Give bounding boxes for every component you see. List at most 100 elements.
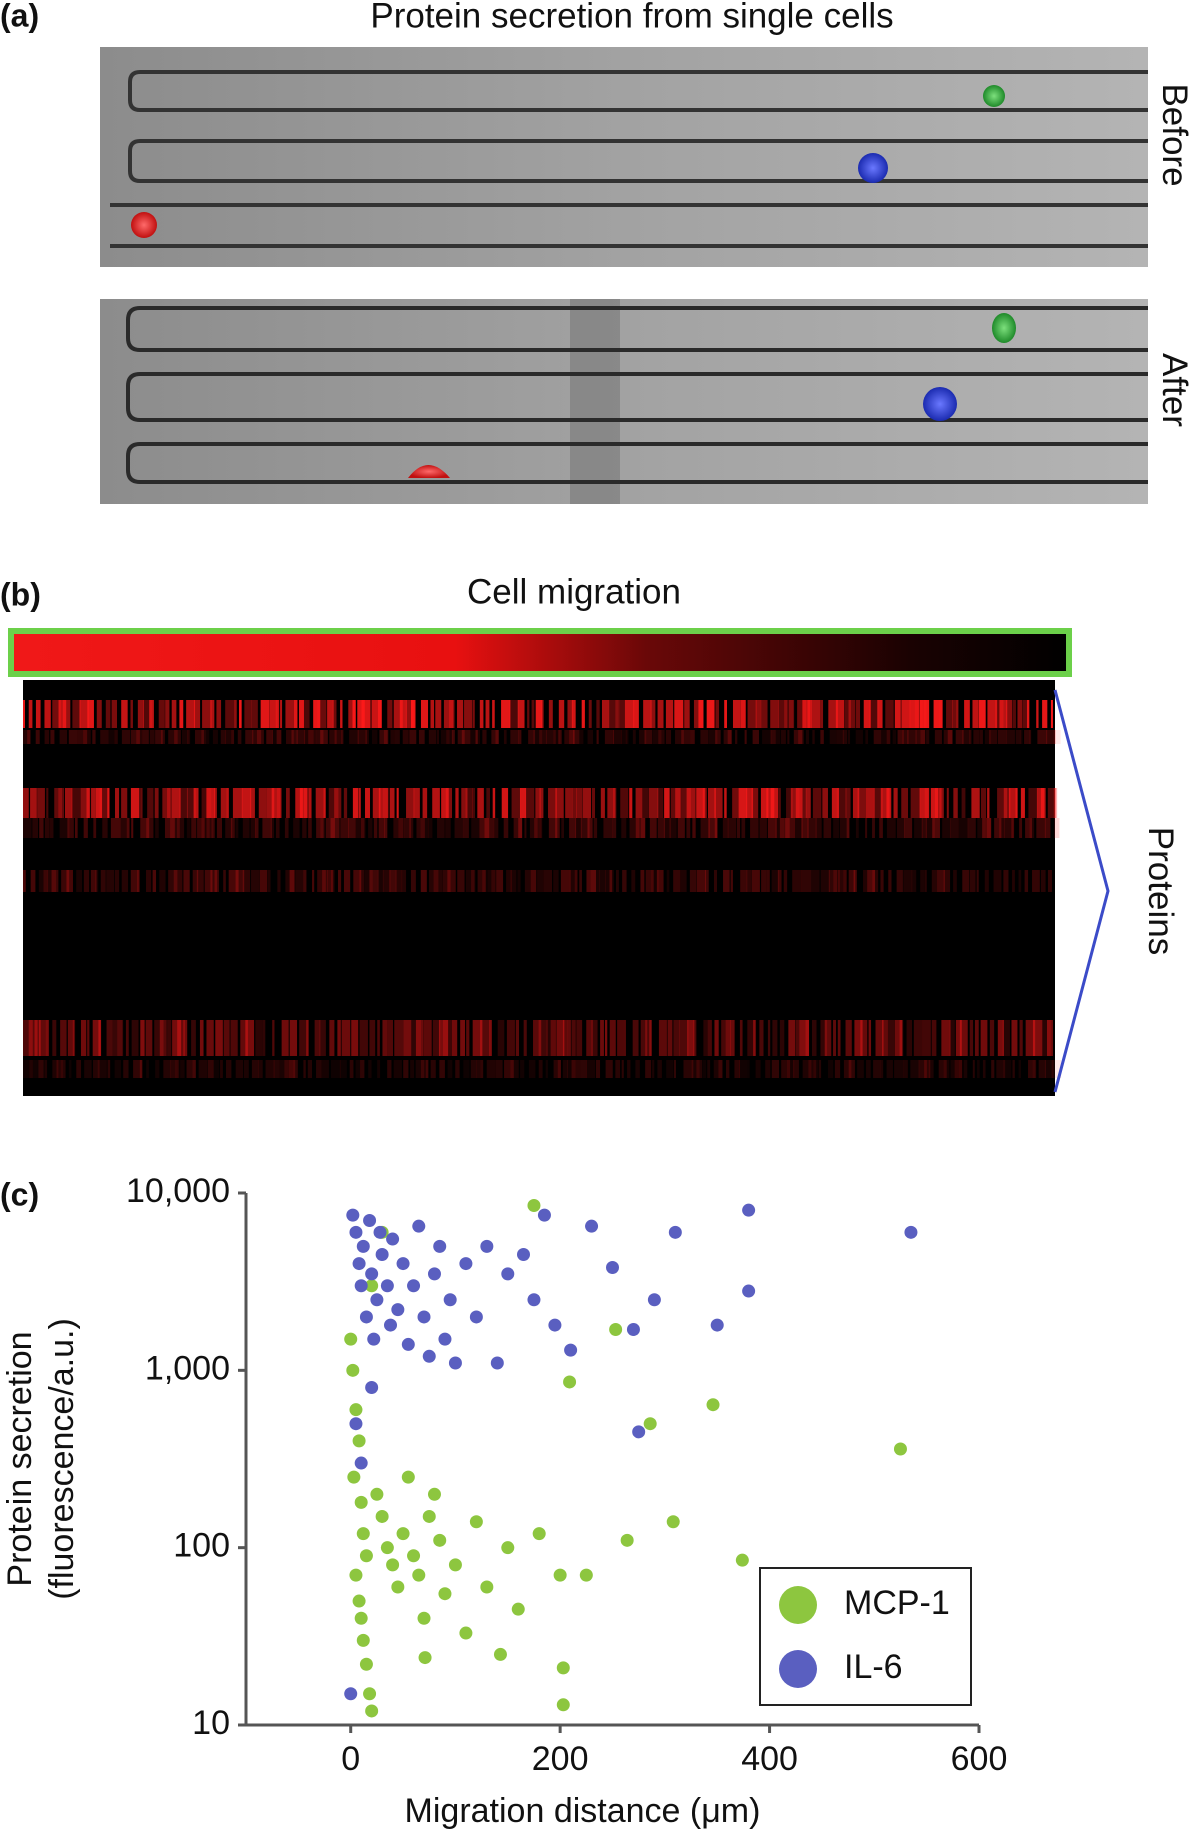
heat-stripe: [183, 870, 190, 892]
heat-stripe: [447, 870, 456, 892]
heat-stripe: [842, 730, 848, 744]
point: [438, 1587, 452, 1601]
heat-stripe: [657, 1060, 662, 1078]
heat-stripe: [812, 788, 822, 818]
heat-stripe: [548, 700, 553, 728]
heat-stripe: [980, 1020, 988, 1056]
heat-stripe: [545, 730, 556, 744]
heat-stripe: [186, 1060, 196, 1078]
heat-stripe: [90, 870, 97, 892]
y-tick-label: 10: [192, 1704, 230, 1742]
heat-stripe: [767, 1020, 771, 1056]
heat-stripe: [860, 1020, 868, 1056]
heat-stripe: [207, 1060, 214, 1078]
heat-stripe: [369, 1020, 376, 1056]
heat-stripe: [872, 818, 875, 838]
heat-stripe: [316, 1060, 322, 1078]
heat-stripe: [582, 788, 592, 818]
heat-stripe: [262, 818, 272, 838]
heat-stripe: [857, 1060, 864, 1078]
heat-stripe: [886, 818, 896, 838]
heat-stripe: [673, 1060, 677, 1078]
heat-stripe: [372, 788, 381, 818]
heat-stripe: [198, 1060, 208, 1078]
heat-stripe: [794, 818, 804, 838]
heat-stripe: [665, 730, 672, 744]
heat-stripe: [933, 700, 943, 728]
heat-stripe: [349, 730, 359, 744]
heat-stripe: [663, 818, 672, 838]
heat-stripe: [165, 700, 170, 728]
heat-stripe: [303, 1060, 306, 1078]
point: [346, 1208, 360, 1222]
heat-stripe: [969, 870, 976, 892]
heat-stripe: [894, 700, 901, 728]
point: [606, 1261, 619, 1275]
point: [556, 1698, 570, 1712]
heat-stripe: [149, 730, 155, 744]
heat-stripe: [919, 700, 930, 728]
heat-stripe: [1047, 788, 1058, 818]
heat-stripe: [845, 788, 851, 818]
heat-stripe: [576, 788, 583, 818]
heat-stripe: [176, 818, 185, 838]
heat-stripe: [230, 1020, 238, 1056]
point: [427, 1487, 441, 1501]
heat-stripe: [289, 870, 295, 892]
heat-stripe: [23, 1020, 33, 1056]
heat-stripe: [503, 730, 507, 744]
heat-stripe: [677, 818, 685, 838]
heat-stripe: [893, 788, 898, 818]
heat-stripe: [799, 1020, 810, 1056]
heat-stripe: [727, 730, 733, 744]
heat-stripe: [501, 700, 511, 728]
heat-stripe: [972, 700, 979, 728]
heat-stripe: [714, 788, 723, 818]
heat-stripe: [778, 788, 781, 818]
heat-stripe: [186, 788, 196, 818]
heat-stripe: [330, 818, 340, 838]
heat-stripe: [875, 1020, 884, 1056]
heat-stripe: [393, 700, 403, 728]
heat-stripe: [714, 818, 718, 838]
heat-stripe: [142, 700, 153, 728]
heat-stripe: [352, 700, 356, 728]
heat-stripe: [486, 1060, 496, 1078]
heat-stripe: [486, 788, 490, 818]
heat-stripe: [476, 1060, 484, 1078]
heat-stripe: [286, 730, 294, 744]
heat-stripe: [210, 700, 215, 728]
heat-stripe: [235, 1060, 244, 1078]
heat-stripe: [771, 1060, 780, 1078]
heat-stripe: [357, 730, 368, 744]
heat-stripe: [740, 700, 746, 728]
heat-stripe: [489, 1020, 492, 1056]
heat-stripe: [173, 870, 183, 892]
heat-stripe: [1037, 730, 1048, 744]
heat-stripe: [320, 730, 328, 744]
heat-stripe: [359, 870, 365, 892]
heat-stripe: [107, 1060, 111, 1078]
heat-stripe: [442, 1020, 453, 1056]
heat-stripe: [596, 700, 600, 728]
heat-stripe: [482, 870, 486, 892]
heat-stripe: [1019, 818, 1023, 838]
heat-stripe: [1003, 870, 1009, 892]
heat-stripe: [517, 870, 521, 892]
heat-stripe: [154, 788, 159, 818]
micrograph-after: [100, 299, 1148, 504]
heat-stripe: [509, 700, 519, 728]
heat-stripe: [1044, 1060, 1054, 1078]
heat-stripe: [855, 730, 863, 744]
heat-stripe: [465, 788, 473, 818]
heat-stripe: [593, 818, 598, 838]
heat-stripe: [114, 870, 120, 892]
heat-stripe: [29, 1060, 38, 1078]
heat-stripe: [943, 1060, 950, 1078]
heat-stripe: [724, 788, 727, 818]
heat-stripe: [62, 700, 71, 728]
heat-stripe: [867, 870, 876, 892]
point: [352, 1594, 366, 1608]
heat-stripe: [696, 870, 706, 892]
heat-stripe: [525, 788, 535, 818]
